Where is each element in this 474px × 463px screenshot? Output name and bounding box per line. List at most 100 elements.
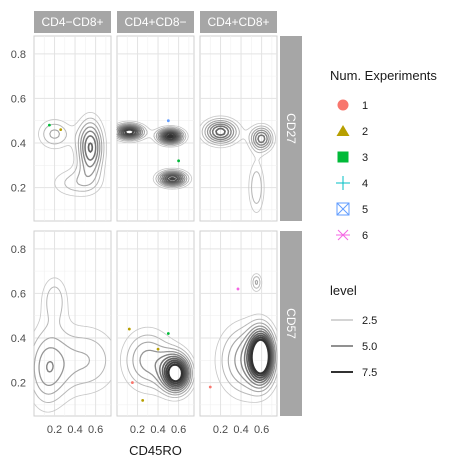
legend-level-title: level	[330, 283, 357, 298]
contour-line	[124, 128, 177, 181]
x-tick-label: 0.6	[171, 424, 186, 436]
x-tick-label: 0.2	[130, 424, 145, 436]
x-tick-label: 0.6	[88, 424, 103, 436]
data-point	[208, 385, 212, 389]
legend-shape-label: 3	[362, 152, 368, 164]
facet-strip-col-label: CD4−CD8+	[41, 15, 103, 29]
legend-shape-label: 4	[362, 178, 368, 190]
contour-line	[227, 279, 278, 393]
facet-strip-col	[117, 11, 194, 33]
data-point	[177, 159, 181, 163]
contour-line	[132, 341, 193, 396]
y-tick-label: 0.2	[11, 183, 26, 195]
contour-line	[33, 286, 107, 404]
y-tick-label: 0.6	[11, 288, 26, 300]
contour-line	[199, 115, 276, 213]
legend-shape-title: Num. Experiments	[330, 68, 437, 83]
contour-line	[159, 355, 189, 390]
legend-level-label: 2.5	[362, 315, 377, 327]
contour-line	[126, 334, 195, 399]
contour-line	[116, 120, 193, 190]
contour-line	[209, 123, 268, 146]
x-axis-title: CD45RO	[129, 443, 182, 458]
legend-shape-label: 5	[362, 204, 368, 216]
data-point	[236, 287, 240, 291]
contour-line	[87, 142, 94, 153]
facet-panel	[116, 230, 195, 417]
legend-key-square	[337, 151, 349, 163]
contour-line	[221, 276, 278, 397]
data-point	[166, 332, 170, 335]
legend-key-triangle	[336, 125, 350, 136]
x-tick-label: 0.4	[150, 424, 165, 436]
data-point	[131, 381, 134, 384]
facet-strip-col	[34, 11, 111, 33]
data-point	[48, 123, 51, 127]
panel-background	[199, 230, 278, 417]
contour-line	[117, 124, 184, 186]
contour-line	[43, 117, 105, 192]
contour-line	[167, 363, 183, 383]
contour-line	[82, 130, 99, 168]
contour-line	[234, 325, 277, 389]
contour-line	[119, 326, 195, 402]
facet-panel	[199, 35, 278, 222]
contour-line	[206, 121, 270, 149]
y-tick-label: 0.2	[11, 378, 26, 390]
contour-line	[49, 122, 103, 187]
legend-key-ast-d2	[337, 229, 349, 241]
y-tick-label: 0.4	[11, 138, 26, 150]
legend-key-asterisk	[336, 229, 350, 241]
data-point	[141, 398, 145, 402]
legend-key-plus	[336, 176, 350, 190]
contour-line	[116, 123, 188, 188]
contour-line	[120, 126, 181, 184]
contour-line	[247, 334, 272, 379]
contour-line	[80, 126, 101, 178]
data-point	[166, 119, 170, 123]
x-tick-label: 0.4	[67, 424, 82, 436]
contour-line	[116, 121, 190, 189]
x-tick-label: 0.6	[254, 424, 269, 436]
contour-line	[38, 111, 108, 197]
contour-line	[250, 338, 270, 375]
facet-panel	[33, 230, 112, 417]
facet-panel	[33, 35, 112, 222]
facet-strip-row	[280, 231, 302, 416]
x-tick-label: 0.2	[47, 424, 62, 436]
contour-line	[214, 273, 278, 403]
legend-level-label: 7.5	[362, 367, 377, 379]
facet-strip-row-label: CD57	[284, 308, 298, 339]
contour-line	[215, 127, 226, 136]
y-tick-label: 0.4	[11, 333, 26, 345]
legend-level-label: 5.0	[362, 341, 377, 353]
contour-line	[166, 134, 174, 139]
y-tick-label: 0.8	[11, 244, 26, 256]
data-point	[127, 327, 131, 331]
contour-line	[211, 125, 266, 144]
facet-strip-col	[200, 11, 277, 33]
facet-strip-row-label: CD27	[284, 113, 298, 144]
contour-line	[116, 124, 186, 187]
facet-strip-col-label: CD4+CD8+	[207, 15, 269, 29]
y-tick-label: 0.8	[11, 49, 26, 61]
contour-line	[84, 135, 97, 161]
contour-line	[165, 361, 185, 385]
x-tick-label: 0.2	[213, 424, 228, 436]
contour-line	[33, 277, 112, 413]
data-point	[59, 128, 63, 132]
contour-line	[204, 119, 272, 151]
contour-line	[154, 353, 190, 392]
panel-background	[33, 230, 112, 417]
legend-key-boxed-x	[336, 202, 350, 216]
contour-line	[118, 125, 183, 185]
facet-strip-row	[280, 36, 302, 221]
legend-key-circle	[337, 99, 349, 111]
legend-shape-label: 6	[362, 230, 368, 242]
contour-line	[139, 349, 192, 394]
contour-line	[33, 337, 91, 395]
contour-line	[243, 330, 274, 384]
legend-key-diag2	[336, 202, 350, 216]
contour-line	[161, 357, 188, 388]
